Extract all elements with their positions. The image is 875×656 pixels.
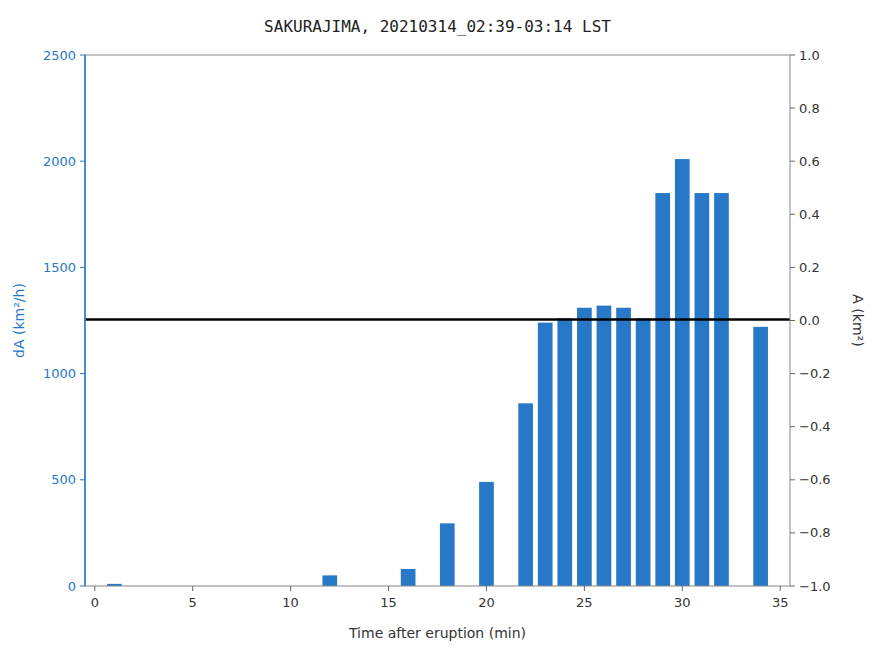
y-tick-label: 2500 xyxy=(43,48,76,63)
x-tick-label: 20 xyxy=(478,595,495,610)
bar xyxy=(322,575,337,586)
y2-tick-label: −0.2 xyxy=(799,366,831,381)
x-tick-label: 25 xyxy=(576,595,593,610)
x-axis: 0 5 10 15 20 25 30 35 Time after eruption (min) xyxy=(91,586,789,641)
x-tick xyxy=(682,586,683,591)
x-tick-label: 0 xyxy=(91,595,99,610)
y-tick xyxy=(80,586,85,587)
x-tick xyxy=(94,586,95,591)
y2-tick xyxy=(790,373,795,374)
x-tick xyxy=(388,586,389,591)
y-tick xyxy=(80,267,85,268)
y2-tick-label: −0.4 xyxy=(799,419,831,434)
y-axis: 0 500 1000 1500 2000 2500 dA (km²/h) xyxy=(11,48,85,594)
y-tick-label: 1500 xyxy=(43,260,76,275)
y2-tick-label: 0.0 xyxy=(799,313,820,328)
x-tick xyxy=(780,586,781,591)
x-tick-label: 35 xyxy=(772,595,789,610)
chart-container: 05101520253035Time after eruption (min)0… xyxy=(0,0,875,656)
y2-tick xyxy=(790,426,795,427)
y2-axis: −1.0 −0.8 −0.6 −0.4 −0.2 0.0 0.2 0.4 0.6 0.8 1.0 A … xyxy=(790,48,866,594)
bar xyxy=(655,193,670,586)
bar xyxy=(695,193,710,586)
y2-tick xyxy=(790,161,795,162)
y2-tick xyxy=(790,214,795,215)
bar xyxy=(538,323,553,586)
bar xyxy=(577,308,592,586)
bar xyxy=(714,193,729,586)
y2-tick-label: 0.6 xyxy=(799,154,820,169)
y2-tick-label: 1.0 xyxy=(799,48,820,63)
y2-tick xyxy=(790,320,795,321)
x-tick xyxy=(486,586,487,591)
x-tick-label: 15 xyxy=(380,595,397,610)
y-tick-label: 1000 xyxy=(43,366,76,381)
y-tick xyxy=(80,479,85,480)
bar xyxy=(518,403,533,586)
x-axis-label: Time after eruption (min) xyxy=(348,625,526,641)
reference-line xyxy=(85,318,790,321)
y-tick-label: 500 xyxy=(51,472,76,487)
x-tick-label: 5 xyxy=(189,595,197,610)
y-tick xyxy=(80,161,85,162)
y2-tick-label: −1.0 xyxy=(799,579,831,594)
bar xyxy=(616,308,631,586)
plot-frame xyxy=(85,55,790,586)
y2-tick xyxy=(790,108,795,109)
x-tick-label: 10 xyxy=(282,595,299,610)
bar xyxy=(675,159,690,586)
y-tick-label: 0 xyxy=(68,579,76,594)
bar xyxy=(440,523,455,586)
chart-svg: 05101520253035Time after eruption (min)0… xyxy=(0,0,875,656)
bar xyxy=(557,318,572,586)
x-tick xyxy=(192,586,193,591)
bar xyxy=(753,327,768,586)
bar xyxy=(597,306,612,586)
y2-tick xyxy=(790,479,795,480)
y2-axis-label: A (km²) xyxy=(850,294,866,346)
bar xyxy=(636,318,651,586)
y2-tick-label: 0.2 xyxy=(799,260,820,275)
x-tick xyxy=(290,586,291,591)
y2-tick-label: 0.4 xyxy=(799,207,820,222)
y2-tick xyxy=(790,532,795,533)
y-tick xyxy=(80,373,85,374)
y-tick xyxy=(80,55,85,56)
plot-area xyxy=(85,159,790,586)
y-axis-line xyxy=(84,55,86,586)
chart-title: SAKURAJIMA, 20210314_02:39-03:14 LST xyxy=(264,17,611,36)
x-tick-label: 30 xyxy=(674,595,691,610)
y2-tick-label: 0.8 xyxy=(799,101,820,116)
y-tick-label: 2000 xyxy=(43,154,76,169)
y2-tick xyxy=(790,267,795,268)
bar xyxy=(479,482,494,586)
y2-tick xyxy=(790,55,795,56)
y2-tick-label: −0.6 xyxy=(799,472,831,487)
y2-tick-label: −0.8 xyxy=(799,525,831,540)
x-tick xyxy=(584,586,585,591)
y-axis-label: dA (km²/h) xyxy=(11,283,27,358)
y2-tick xyxy=(790,586,795,587)
bar xyxy=(401,569,416,586)
